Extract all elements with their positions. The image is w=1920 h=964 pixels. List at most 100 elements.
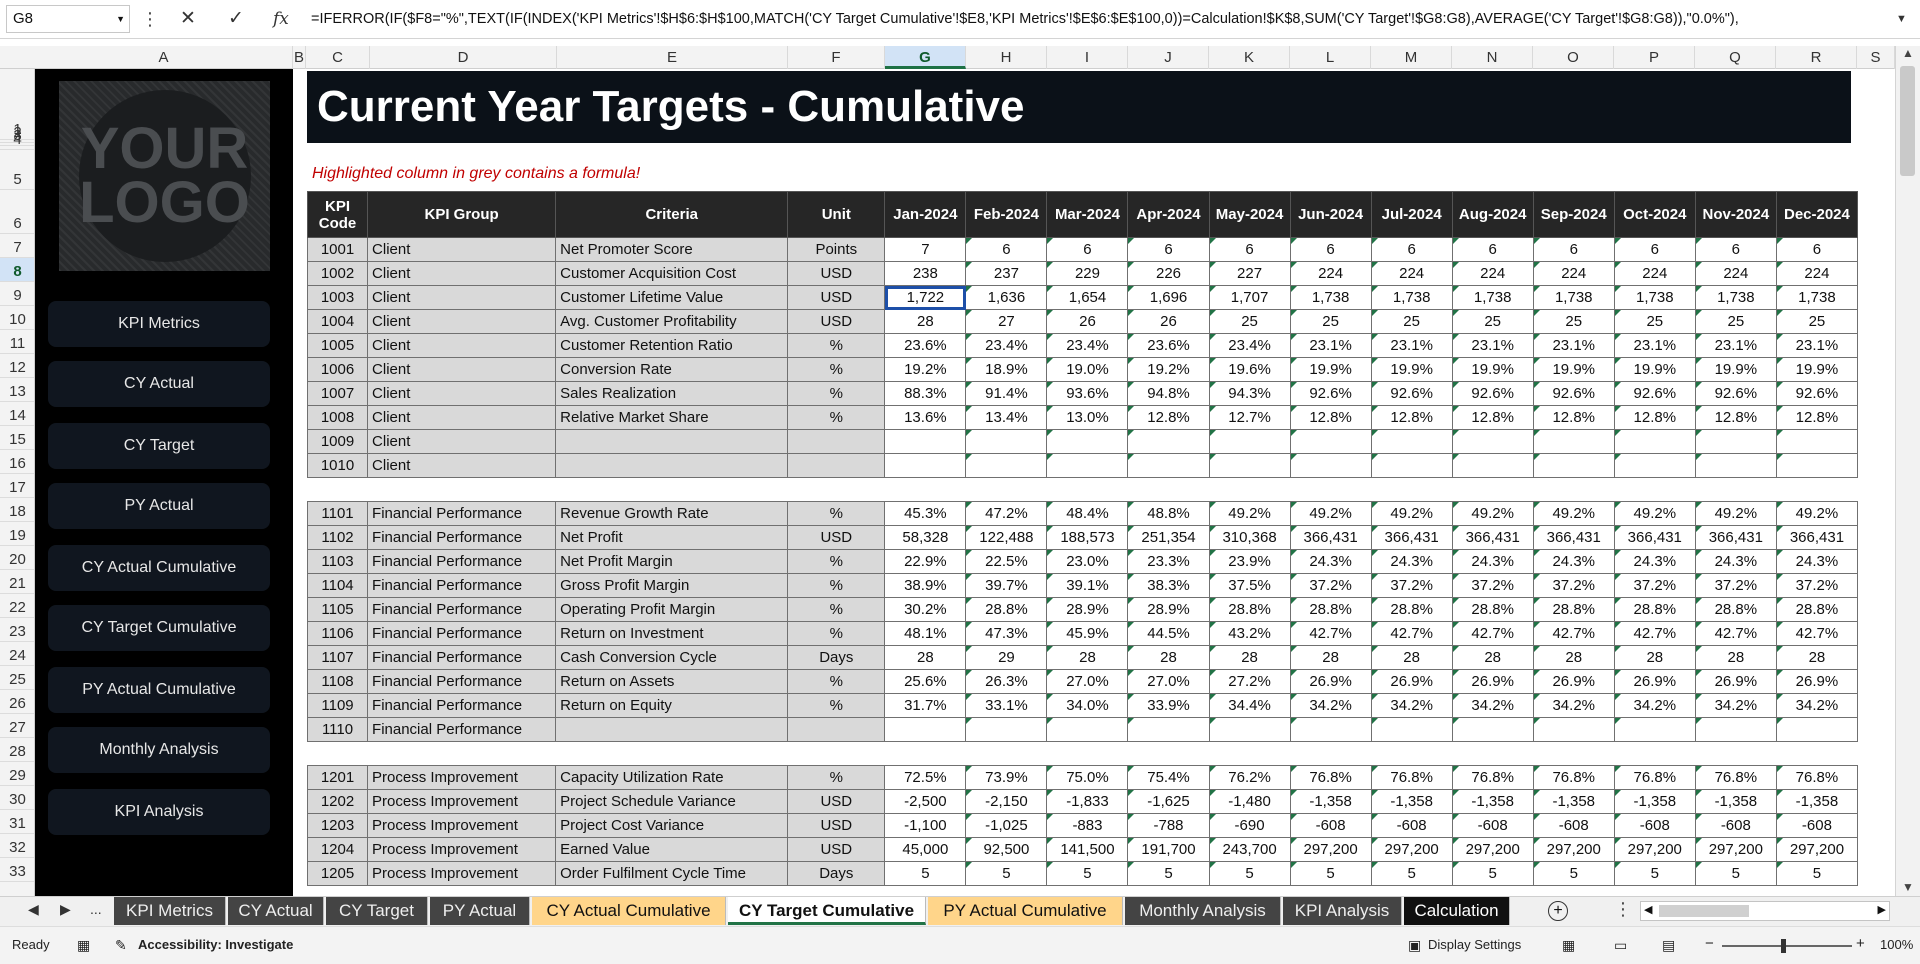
month-value-cell[interactable] (1451, 429, 1534, 454)
zoom-out-button[interactable]: − (1705, 935, 1714, 952)
month-value-cell[interactable]: 366,431 (1775, 525, 1859, 550)
row-header-17[interactable]: 17 (0, 474, 34, 498)
month-value-cell[interactable]: 23.4% (965, 333, 1048, 358)
kpi-code-cell[interactable]: 1103 (306, 549, 369, 574)
more-options-icon[interactable]: ⋮ (141, 9, 159, 29)
unit-cell[interactable]: Points (787, 237, 886, 262)
zoom-slider[interactable] (1722, 945, 1852, 947)
month-value-cell[interactable]: 12.8% (1451, 405, 1534, 430)
month-value-cell[interactable]: -608 (1370, 813, 1453, 838)
month-value-cell[interactable]: 49.2% (1289, 501, 1372, 526)
kpi-group-cell[interactable]: Client (367, 453, 557, 478)
month-value-cell[interactable]: 5 (1613, 861, 1696, 886)
kpi-group-cell[interactable]: Process Improvement (367, 813, 557, 838)
month-value-cell[interactable]: 5 (1289, 861, 1372, 886)
month-value-cell[interactable] (1208, 429, 1291, 454)
month-value-cell[interactable] (1289, 717, 1372, 742)
kpi-group-cell[interactable]: Financial Performance (367, 717, 557, 742)
month-value-cell[interactable] (1532, 717, 1615, 742)
month-value-cell[interactable]: 28.8% (1451, 597, 1534, 622)
month-value-cell[interactable]: 38.9% (884, 573, 967, 598)
column-header-a[interactable]: A (35, 46, 293, 69)
month-value-cell[interactable]: 49.2% (1775, 501, 1859, 526)
kpi-code-cell[interactable]: 1002 (306, 261, 369, 286)
tab-cy-target[interactable]: CY Target (326, 897, 428, 925)
month-value-cell[interactable]: 1,738 (1775, 285, 1859, 310)
kpi-code-cell[interactable]: 1202 (306, 789, 369, 814)
spacer-cell[interactable] (307, 741, 1858, 766)
month-value-cell[interactable]: -2,500 (884, 789, 967, 814)
month-value-cell[interactable] (1775, 717, 1859, 742)
month-value-cell[interactable]: 19.0% (1046, 357, 1129, 382)
month-value-cell[interactable]: 13.4% (965, 405, 1048, 430)
month-value-cell[interactable]: 45,000 (884, 837, 967, 862)
month-value-cell[interactable]: -1,358 (1775, 789, 1859, 814)
month-value-cell[interactable]: 27.2% (1208, 669, 1291, 694)
month-value-cell[interactable]: 91.4% (965, 381, 1048, 406)
month-value-cell[interactable]: 28 (1694, 645, 1777, 670)
month-value-cell[interactable]: 38.3% (1127, 573, 1210, 598)
month-value-cell[interactable]: 6 (1775, 237, 1859, 262)
month-value-cell[interactable]: 297,200 (1613, 837, 1696, 862)
month-value-cell[interactable]: 28 (1208, 645, 1291, 670)
row-header-7[interactable]: 7 (0, 234, 34, 258)
month-value-cell[interactable]: 1,696 (1127, 285, 1210, 310)
month-value-cell[interactable]: 23.1% (1532, 333, 1615, 358)
kpi-code-cell[interactable]: 1106 (306, 621, 369, 646)
month-value-cell[interactable]: 19.2% (884, 357, 967, 382)
kpi-group-cell[interactable]: Client (367, 261, 557, 286)
month-value-cell[interactable]: 76.8% (1694, 765, 1777, 790)
formula-input[interactable]: =IFERROR(IF($F8="%",TEXT(IF(INDEX('KPI M… (311, 11, 1739, 27)
month-value-cell[interactable]: 39.1% (1046, 573, 1129, 598)
month-value-cell[interactable]: 224 (1694, 261, 1777, 286)
month-value-cell[interactable]: 37.2% (1289, 573, 1372, 598)
month-value-cell[interactable]: 12.8% (1775, 405, 1859, 430)
month-value-cell[interactable]: 42.7% (1694, 621, 1777, 646)
month-value-cell[interactable]: 224 (1289, 261, 1372, 286)
page-layout-view-icon[interactable]: ▭ (1614, 937, 1628, 953)
criteria-cell[interactable]: Conversion Rate (555, 357, 789, 382)
tab-py-actual[interactable]: PY Actual (430, 897, 530, 925)
month-value-cell[interactable]: 1,738 (1370, 285, 1453, 310)
month-value-cell[interactable]: -883 (1046, 813, 1129, 838)
month-value-cell[interactable]: 24.3% (1451, 549, 1534, 574)
month-value-cell[interactable]: 5 (1208, 861, 1291, 886)
month-value-cell[interactable]: 58,328 (884, 525, 967, 550)
accessibility-status[interactable]: Accessibility: Investigate (138, 937, 294, 952)
column-header-b[interactable]: B (293, 46, 306, 69)
scroll-right-icon[interactable]: ▶ (1877, 904, 1886, 916)
kpi-group-cell[interactable]: Client (367, 309, 557, 334)
month-value-cell[interactable]: 37.2% (1532, 573, 1615, 598)
kpi-code-cell[interactable]: 1205 (306, 861, 369, 886)
row-header-23[interactable]: 23 (0, 618, 34, 642)
month-value-cell[interactable]: 23.4% (1208, 333, 1291, 358)
month-value-cell[interactable]: 5 (1532, 861, 1615, 886)
row-header-1[interactable]: 1 (0, 69, 34, 140)
month-value-cell[interactable]: 24.3% (1694, 549, 1777, 574)
month-value-cell[interactable]: 229 (1046, 261, 1129, 286)
normal-view-icon[interactable]: ▦ (1562, 937, 1576, 953)
criteria-cell[interactable]: Operating Profit Margin (555, 597, 789, 622)
month-value-cell[interactable]: 5 (884, 861, 967, 886)
month-value-cell[interactable]: 26.9% (1775, 669, 1859, 694)
month-value-cell[interactable]: 28.8% (1775, 597, 1859, 622)
month-value-cell[interactable]: 23.3% (1127, 549, 1210, 574)
month-value-cell[interactable]: 34.2% (1451, 693, 1534, 718)
row-header-22[interactable]: 22 (0, 594, 34, 618)
month-value-cell[interactable]: 33.1% (965, 693, 1048, 718)
kpi-group-cell[interactable]: Client (367, 333, 557, 358)
month-value-cell[interactable]: 28.8% (1289, 597, 1372, 622)
tab-cy-target-cumulative[interactable]: CY Target Cumulative (728, 897, 926, 925)
scroll-thumb[interactable] (1900, 66, 1915, 176)
month-value-cell[interactable]: 243,700 (1208, 837, 1291, 862)
criteria-cell[interactable]: Customer Retention Ratio (555, 333, 789, 358)
month-value-cell[interactable]: 226 (1127, 261, 1210, 286)
month-value-cell[interactable] (1127, 453, 1210, 478)
month-value-cell[interactable]: 28.8% (1613, 597, 1696, 622)
criteria-cell[interactable]: Capacity Utilization Rate (555, 765, 789, 790)
month-value-cell[interactable]: 5 (1775, 861, 1859, 886)
month-value-cell[interactable] (1046, 453, 1129, 478)
month-value-cell[interactable]: 24.3% (1775, 549, 1859, 574)
unit-cell[interactable]: % (787, 669, 886, 694)
month-value-cell[interactable]: 297,200 (1451, 837, 1534, 862)
